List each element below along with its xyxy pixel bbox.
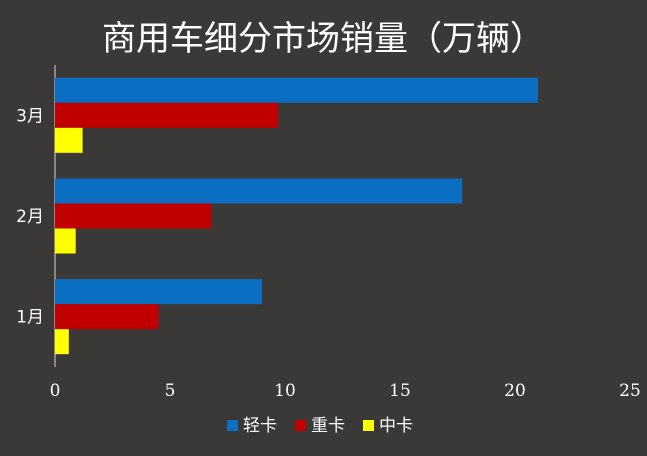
legend-label: 中卡 <box>379 416 413 436</box>
bar-轻卡-1月 <box>55 279 262 305</box>
legend-swatch-重卡 <box>295 420 306 431</box>
x-tick-label: 25 <box>619 381 641 401</box>
legend-label: 轻卡 <box>243 416 277 436</box>
category-label: 3月 <box>16 106 44 126</box>
bar-轻卡-3月 <box>55 77 538 103</box>
x-tick-label: 20 <box>504 381 526 401</box>
x-tick-label: 5 <box>165 381 176 401</box>
category-label: 1月 <box>16 308 44 328</box>
legend-label: 重卡 <box>311 416 345 436</box>
legend: 轻卡 重卡 中卡 <box>227 416 413 436</box>
x-tick-label: 10 <box>274 381 296 401</box>
x-tick-labels: 0 5 10 15 20 25 <box>50 381 641 401</box>
bar-重卡-1月 <box>55 304 159 330</box>
bar-重卡-2月 <box>55 203 212 229</box>
x-tick-label: 15 <box>389 381 411 401</box>
bar-中卡-1月 <box>55 329 69 355</box>
bar-中卡-2月 <box>55 228 76 254</box>
bar-中卡-3月 <box>55 127 83 153</box>
legend-swatch-轻卡 <box>227 420 238 431</box>
chart-title: 商用车细分市场销量（万辆） <box>102 19 544 59</box>
category-labels: 1月 2月 3月 <box>16 106 44 327</box>
bars-group <box>55 77 538 355</box>
bar-轻卡-2月 <box>55 178 463 204</box>
x-tick-label: 0 <box>50 381 61 401</box>
legend-swatch-中卡 <box>363 420 374 431</box>
category-label: 2月 <box>16 207 44 227</box>
bar-重卡-3月 <box>55 102 279 128</box>
